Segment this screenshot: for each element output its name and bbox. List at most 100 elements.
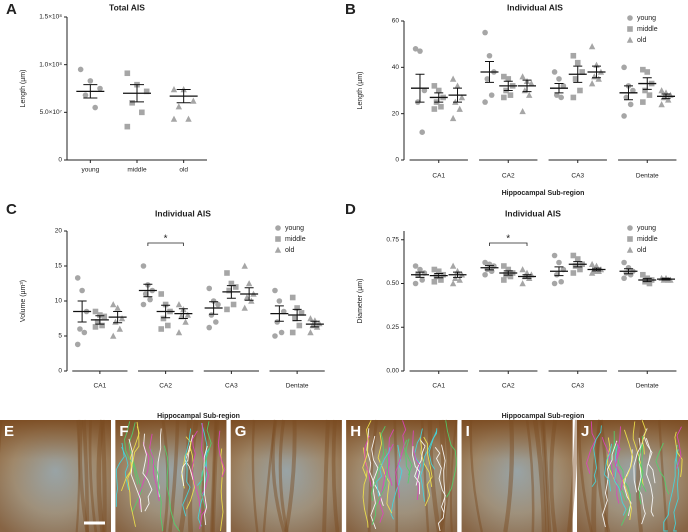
y-tick-label: 40 bbox=[392, 64, 400, 71]
x-tick-label: CA3 bbox=[571, 173, 584, 180]
point bbox=[208, 312, 215, 318]
point bbox=[621, 259, 627, 266]
point bbox=[440, 271, 446, 278]
point bbox=[74, 275, 81, 281]
ais-trace bbox=[191, 430, 202, 514]
point bbox=[449, 280, 457, 287]
cell-streak bbox=[596, 419, 611, 532]
error-bar bbox=[661, 93, 671, 100]
ais-trace bbox=[645, 438, 656, 484]
point bbox=[81, 329, 88, 336]
legend-label: middle bbox=[285, 236, 306, 243]
point bbox=[623, 94, 630, 101]
point bbox=[449, 262, 457, 269]
point bbox=[224, 306, 230, 313]
point bbox=[574, 256, 581, 262]
error-bar bbox=[642, 77, 652, 90]
significance-label: * bbox=[506, 234, 510, 245]
x-tick-label: Dentate bbox=[636, 383, 659, 390]
cell-streak bbox=[210, 419, 219, 532]
point bbox=[139, 109, 145, 116]
point bbox=[190, 97, 197, 104]
error-bar bbox=[592, 65, 602, 79]
point bbox=[449, 75, 457, 82]
point bbox=[621, 113, 627, 119]
point bbox=[640, 66, 646, 73]
error-bar bbox=[484, 265, 494, 271]
x-tick-label: CA3 bbox=[225, 383, 238, 390]
point bbox=[577, 266, 583, 273]
ais-trace bbox=[637, 444, 644, 505]
point bbox=[272, 333, 278, 339]
point bbox=[177, 313, 185, 320]
point bbox=[482, 259, 488, 266]
point bbox=[431, 106, 438, 112]
cell-streak bbox=[82, 419, 90, 532]
point bbox=[433, 273, 440, 280]
error-bar bbox=[434, 273, 444, 279]
error-bar bbox=[453, 271, 463, 278]
point bbox=[274, 319, 280, 325]
cell-streak bbox=[322, 419, 330, 532]
point bbox=[558, 94, 564, 101]
legend-label: old bbox=[285, 247, 294, 254]
cell-streak bbox=[211, 419, 218, 532]
point bbox=[224, 270, 230, 276]
y-tick-label: 0.00 bbox=[386, 368, 399, 375]
cell-streak bbox=[251, 419, 259, 532]
ais-trace bbox=[157, 428, 162, 498]
point bbox=[570, 252, 577, 259]
point bbox=[572, 263, 579, 269]
cell-streak bbox=[100, 419, 107, 532]
error-bar bbox=[95, 315, 105, 325]
cell-streak bbox=[75, 419, 81, 532]
point bbox=[311, 317, 319, 324]
point bbox=[501, 94, 507, 101]
cell-streak bbox=[187, 419, 199, 532]
point bbox=[175, 301, 183, 308]
ais-trace bbox=[622, 429, 634, 520]
point bbox=[94, 319, 101, 325]
point bbox=[501, 73, 507, 80]
point bbox=[206, 285, 213, 292]
error-bar bbox=[226, 285, 236, 299]
ais-trace bbox=[181, 446, 191, 487]
error-bar bbox=[143, 283, 153, 298]
panel-letter: E bbox=[4, 423, 14, 440]
point bbox=[486, 52, 493, 59]
point bbox=[77, 66, 84, 73]
point bbox=[213, 319, 219, 325]
ais-trace bbox=[601, 436, 620, 504]
legend-label: young bbox=[637, 225, 656, 232]
cell-streak bbox=[540, 419, 550, 532]
cell-streak bbox=[331, 419, 340, 532]
point bbox=[640, 271, 646, 278]
x-tick-label: middle bbox=[127, 167, 147, 174]
point bbox=[158, 326, 165, 332]
point bbox=[170, 86, 178, 93]
point bbox=[289, 329, 296, 336]
cell-streak bbox=[532, 419, 547, 532]
chart-title: Individual AIS bbox=[155, 208, 211, 218]
ais-trace bbox=[151, 449, 164, 532]
error-bar bbox=[178, 308, 188, 319]
y-axis-label: Volume (µm³) bbox=[20, 280, 27, 322]
point bbox=[553, 92, 560, 98]
y-tick-label: 1.5×10⁸ bbox=[39, 14, 62, 21]
point bbox=[280, 308, 287, 315]
point bbox=[438, 277, 444, 283]
legend-marker bbox=[627, 15, 633, 21]
significance-bracket bbox=[489, 242, 528, 246]
point bbox=[556, 76, 562, 82]
ais-trace bbox=[623, 449, 633, 516]
point bbox=[296, 322, 303, 329]
error-bar bbox=[310, 320, 320, 328]
point bbox=[501, 263, 507, 269]
point bbox=[438, 103, 444, 110]
point bbox=[431, 83, 438, 89]
ais-trace bbox=[395, 420, 407, 498]
cell-streak bbox=[262, 419, 277, 532]
panel-letter: J bbox=[581, 423, 589, 440]
y-tick-label: 0.75 bbox=[386, 236, 399, 243]
legend-marker bbox=[627, 225, 633, 231]
